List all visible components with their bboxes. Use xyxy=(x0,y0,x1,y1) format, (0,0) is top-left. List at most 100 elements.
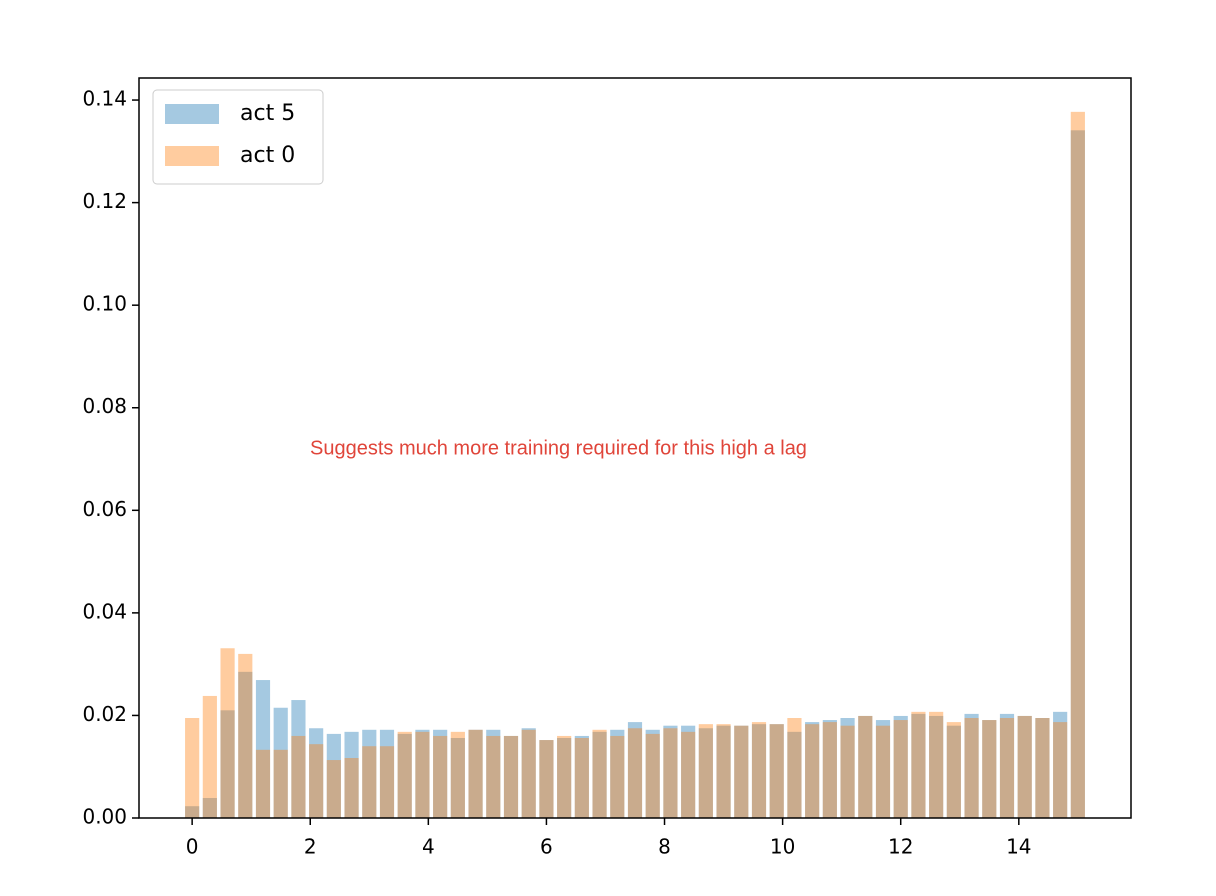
bar xyxy=(202,798,217,818)
x-tick-label: 8 xyxy=(658,835,671,859)
x-tick-label: 6 xyxy=(540,835,553,859)
bar xyxy=(610,735,625,818)
bar xyxy=(840,725,855,818)
bar xyxy=(929,711,944,818)
bar xyxy=(875,720,891,818)
bar xyxy=(539,740,554,818)
bar xyxy=(1053,722,1068,818)
bar xyxy=(858,715,873,818)
bar xyxy=(929,715,944,818)
bar xyxy=(840,718,855,818)
bar xyxy=(433,735,448,818)
bar xyxy=(468,729,483,818)
legend-swatch xyxy=(165,104,219,124)
bar xyxy=(273,749,288,818)
bar xyxy=(309,728,324,818)
bar xyxy=(663,725,678,818)
bar xyxy=(734,725,749,818)
bar xyxy=(663,728,678,818)
bar xyxy=(273,707,288,818)
bar xyxy=(220,710,235,818)
y-tick-label: 0.00 xyxy=(82,805,127,829)
bar xyxy=(486,735,501,818)
bar xyxy=(397,733,412,818)
bar xyxy=(592,731,607,818)
bar xyxy=(238,671,253,818)
bar xyxy=(521,728,536,818)
bar xyxy=(787,718,802,818)
bar xyxy=(982,720,997,818)
bar xyxy=(751,724,767,818)
bar xyxy=(503,735,519,818)
bar xyxy=(893,715,908,818)
legend-box xyxy=(152,89,324,185)
bar xyxy=(202,695,217,818)
bar xyxy=(946,722,961,818)
bar xyxy=(751,722,767,818)
bar xyxy=(681,731,696,818)
x-tick-label: 14 xyxy=(1006,835,1031,859)
y-tick-label: 0.06 xyxy=(82,497,127,521)
bar xyxy=(610,729,625,818)
bar xyxy=(592,729,607,818)
bar xyxy=(379,746,395,818)
bar xyxy=(539,740,554,818)
bar xyxy=(787,731,802,818)
bar xyxy=(326,733,341,818)
bar xyxy=(309,744,324,818)
bar xyxy=(521,729,536,818)
bar xyxy=(1070,111,1085,819)
y-tick-label: 0.14 xyxy=(82,87,127,111)
bar xyxy=(1017,715,1032,818)
bar xyxy=(875,725,891,818)
bar xyxy=(379,729,395,818)
bar xyxy=(185,718,200,818)
bar xyxy=(1035,718,1050,818)
y-tick-label: 0.10 xyxy=(82,292,127,316)
bar xyxy=(1070,130,1085,819)
bar xyxy=(893,720,908,818)
bar xyxy=(698,728,713,818)
bar xyxy=(397,731,412,818)
bar xyxy=(574,738,589,818)
annotation: Suggests much more training required for… xyxy=(310,437,807,459)
bar xyxy=(557,735,572,818)
x-tick-label: 4 xyxy=(422,835,435,859)
bar xyxy=(805,724,820,818)
bar xyxy=(344,731,359,818)
bar xyxy=(769,724,784,818)
bar xyxy=(291,735,306,818)
bar xyxy=(450,738,465,818)
bar xyxy=(805,722,820,818)
bar xyxy=(450,731,465,818)
y-tick-label: 0.12 xyxy=(82,189,127,213)
bar xyxy=(1035,718,1050,818)
bar xyxy=(911,713,926,818)
bar xyxy=(716,725,731,818)
bar xyxy=(433,729,448,818)
bar xyxy=(238,653,253,818)
x-tick-label: 10 xyxy=(770,835,795,859)
legend-label: act 5 xyxy=(240,101,295,126)
bar xyxy=(716,724,731,818)
bar xyxy=(858,715,873,818)
bar xyxy=(344,758,359,818)
bar xyxy=(255,749,271,818)
bar xyxy=(964,713,979,818)
bar xyxy=(362,729,377,818)
y-tick-label: 0.02 xyxy=(82,702,127,726)
bar xyxy=(999,718,1015,818)
bar xyxy=(822,722,837,818)
bar xyxy=(255,680,271,818)
bar xyxy=(503,735,519,818)
bar xyxy=(645,733,660,818)
bar xyxy=(185,806,200,818)
x-tick-label: 0 xyxy=(186,835,199,859)
bar xyxy=(557,738,572,818)
legend-swatch xyxy=(165,146,219,166)
bar xyxy=(1053,711,1068,818)
bar xyxy=(220,648,235,818)
legend-label: act 0 xyxy=(240,143,295,168)
bar xyxy=(486,729,501,818)
y-tick-label: 0.04 xyxy=(82,599,127,623)
